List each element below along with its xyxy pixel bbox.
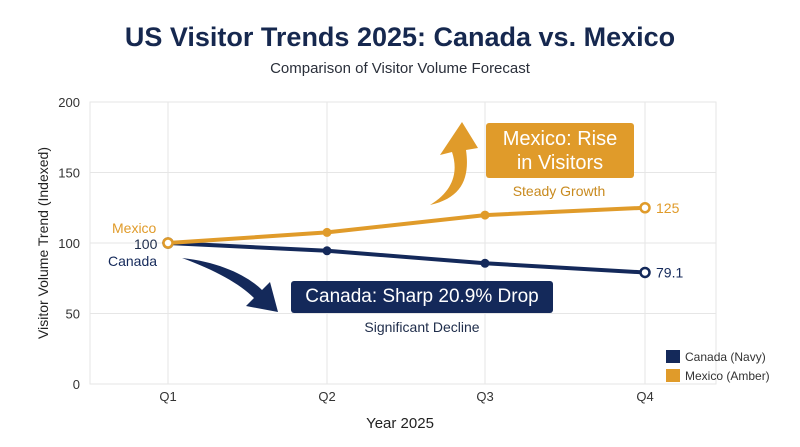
y-axis-label: Visitor Volume Trend (Indexed)	[35, 147, 51, 339]
y-tick-label: 150	[58, 166, 80, 181]
mexico-point	[322, 227, 332, 237]
canada-point	[480, 258, 490, 268]
legend-swatch-mexico	[666, 369, 680, 382]
x-tick-label: Q4	[636, 389, 653, 404]
y-tick-label: 50	[66, 307, 80, 322]
x-tick-label: Q1	[159, 389, 176, 404]
y-tick-label: 0	[73, 377, 80, 392]
canada-series-line	[166, 241, 647, 275]
canada-point	[322, 246, 332, 256]
x-axis-label: Year 2025	[366, 415, 434, 432]
arrows	[182, 122, 478, 312]
legend: Canada (Navy) Mexico (Amber)	[666, 347, 770, 385]
x-tick-label: Q2	[318, 389, 335, 404]
canada-end-label: 79.1	[656, 264, 683, 280]
canada-point	[639, 266, 651, 279]
canada-series-label: Canada	[108, 253, 157, 269]
mexico-arrow-icon	[430, 122, 478, 205]
legend-item-canada[interactable]: Canada (Navy)	[666, 347, 770, 366]
legend-item-mexico[interactable]: Mexico (Amber)	[666, 366, 770, 385]
legend-label-mexico: Mexico (Amber)	[685, 368, 770, 383]
mexico-note: Steady Growth	[512, 183, 606, 199]
x-tick-label: Q3	[476, 389, 493, 404]
legend-label-canada: Canada (Navy)	[685, 349, 766, 364]
canada-note: Significant Decline	[364, 319, 480, 335]
mexico-series-line	[166, 205, 647, 245]
mexico-point	[639, 202, 651, 214]
y-tick-label: 200	[58, 95, 80, 110]
canada-arrow-icon	[182, 258, 278, 312]
start-value-label: 100	[134, 236, 158, 252]
chart-title: US Visitor Trends 2025: Canada vs. Mexic…	[124, 22, 676, 52]
series	[162, 202, 651, 279]
mexico-series-label: Mexico	[112, 220, 157, 236]
axes: 0 50 100 150 200 Q1 Q2 Q3 Q4 Year 2025 Visitor Vol…	[35, 95, 654, 432]
mexico-end-label: 125	[656, 200, 680, 216]
canada-callout: Canada: Sharp 20.9% Drop	[291, 281, 553, 313]
mexico-point	[480, 210, 490, 220]
y-tick-label: 100	[58, 236, 80, 251]
mexico-callout-line1: Mexico: Rise	[502, 128, 618, 150]
legend-swatch-canada	[666, 350, 680, 363]
mexico-point	[162, 237, 174, 249]
mexico-callout: Mexico: Rise in Visitors	[486, 123, 634, 178]
chart-subtitle: Comparison of Visitor Volume Forecast	[270, 60, 530, 77]
mexico-callout-line2: in Visitors	[516, 152, 604, 174]
